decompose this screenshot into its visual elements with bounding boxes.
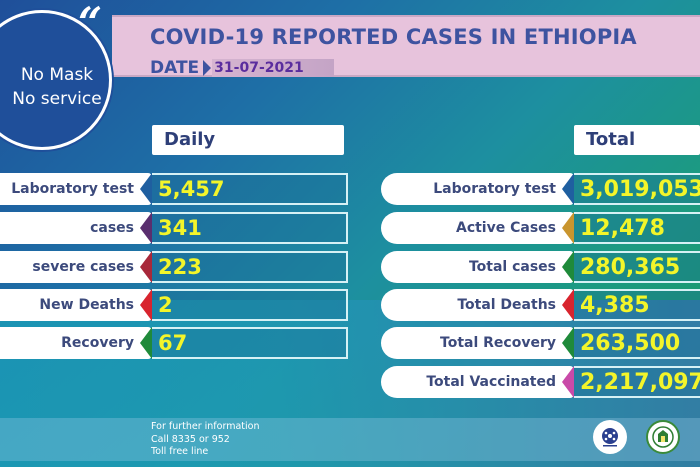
no-mask-badge: No Mask No service <box>0 10 112 150</box>
ephi-logo-icon <box>593 420 627 454</box>
total-row-active-cases: Active Cases 12,478 <box>381 212 700 244</box>
row-label: New Deaths <box>0 289 152 321</box>
contact-line-2: Call 8335 or 952 <box>151 433 230 445</box>
row-value: 2,217,097 <box>574 366 700 398</box>
row-value: 5,457 <box>152 173 348 205</box>
row-label: Total cases <box>381 251 574 283</box>
row-value: 223 <box>152 251 348 283</box>
badge-line-2: No service <box>12 89 102 109</box>
total-row-laboratory-test: Laboratory test 3,019,053 <box>381 173 700 205</box>
row-value: 263,500 <box>574 327 700 359</box>
contact-line-3: Toll free line <box>151 446 209 457</box>
row-value: 4,385 <box>574 289 700 321</box>
contact-line-1: For further information <box>151 421 260 432</box>
total-row-total-deaths: Total Deaths 4,385 <box>381 289 700 321</box>
contact-info: For further information Call 8335 or 952… <box>151 421 259 459</box>
row-label: Total Vaccinated <box>381 366 574 398</box>
row-label: Recovery <box>0 327 152 359</box>
daily-row-laboratory-test: Laboratory test 5,457 <box>0 173 348 205</box>
row-label: Total Deaths <box>381 289 574 321</box>
play-arrow-icon <box>203 60 212 76</box>
ephi-emblem-icon <box>602 428 618 447</box>
date-label: DATE <box>150 58 200 78</box>
badge-line-1: No Mask <box>20 65 94 85</box>
row-value: 3,019,053 <box>574 173 700 205</box>
row-label: Active Cases <box>381 212 574 244</box>
row-label: severe cases <box>0 251 152 283</box>
quote-mark-icon: “ <box>78 0 103 47</box>
row-label: Laboratory test <box>0 173 152 205</box>
total-row-total-vaccinated: Total Vaccinated 2,217,097 <box>381 366 700 398</box>
moh-emblem-icon <box>652 426 674 448</box>
row-value: 341 <box>152 212 348 244</box>
row-value: 67 <box>152 327 348 359</box>
row-value: 2 <box>152 289 348 321</box>
footer-band <box>0 418 700 461</box>
daily-row-recovery: Recovery 67 <box>0 327 348 359</box>
daily-heading: Daily <box>152 125 344 155</box>
daily-row-cases: cases 341 <box>0 212 348 244</box>
row-label: cases <box>0 212 152 244</box>
daily-row-new-deaths: New Deaths 2 <box>0 289 348 321</box>
daily-row-severe-cases: severe cases 223 <box>0 251 348 283</box>
ministry-of-health-logo-icon <box>646 420 680 454</box>
total-row-total-cases: Total cases 280,365 <box>381 251 700 283</box>
row-value: 280,365 <box>574 251 700 283</box>
row-label: Laboratory test <box>381 173 574 205</box>
row-label: Total Recovery <box>381 327 574 359</box>
date-value: 31-07-2021 <box>212 59 334 77</box>
date-row: DATE 31-07-2021 <box>150 58 334 78</box>
total-row-total-recovery: Total Recovery 263,500 <box>381 327 700 359</box>
total-heading: Total <box>574 125 700 155</box>
row-value: 12,478 <box>574 212 700 244</box>
page-title: COVID-19 REPORTED CASES IN ETHIOPIA <box>150 25 637 49</box>
badge-text: No Mask No service <box>3 63 111 111</box>
